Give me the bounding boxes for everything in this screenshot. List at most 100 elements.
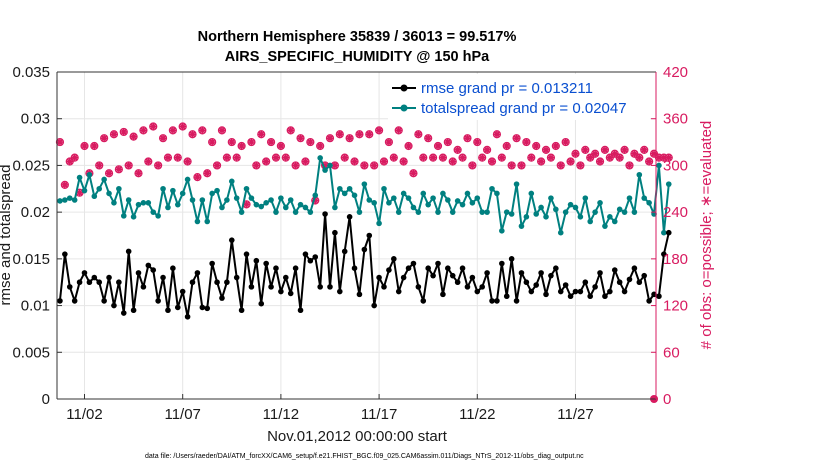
rmse-point	[278, 288, 284, 295]
rmse-point	[459, 265, 466, 272]
obs-evaluated-stroke	[351, 158, 358, 165]
obs-evaluated-point	[169, 126, 177, 134]
obs-evaluated-point	[193, 173, 202, 181]
spread-point	[179, 190, 186, 197]
obs-evaluated-stroke	[145, 158, 152, 165]
rmse-point	[602, 293, 608, 300]
obs-evaluated-stroke	[208, 138, 216, 146]
spread-point	[543, 214, 549, 220]
obs-evaluated-stroke	[66, 158, 73, 165]
obs-evaluated-stroke	[184, 158, 191, 165]
rmse-point	[125, 248, 132, 255]
rmse-point	[474, 288, 481, 295]
spread-point	[189, 197, 196, 203]
rmse-point	[646, 298, 652, 304]
obs-evaluated-point	[581, 146, 589, 154]
obs-evaluated-point	[262, 157, 270, 166]
y-right-tick-label: 120	[663, 298, 688, 315]
obs-evaluated-stroke	[523, 138, 530, 146]
obs-evaluated-point	[218, 126, 226, 134]
obs-evaluated-stroke	[557, 162, 564, 169]
obs-evaluated-stroke	[150, 123, 157, 130]
rmse-point	[395, 288, 402, 295]
rmse-point	[430, 272, 436, 279]
obs-evaluated-stroke	[199, 127, 206, 134]
obs-evaluated-stroke	[91, 142, 98, 150]
obs-evaluated-stroke	[503, 142, 510, 150]
rmse-point	[435, 260, 441, 267]
rmse-point	[464, 284, 471, 290]
spread-point	[116, 185, 122, 192]
obs-evaluated-point	[80, 142, 89, 150]
y-left-tick-label: 0.025	[12, 157, 50, 174]
rmse-point	[189, 279, 196, 286]
rmse-point	[543, 291, 549, 298]
obs-evaluated-point	[105, 169, 113, 177]
y-left-tick-label: 0.005	[12, 344, 50, 361]
spread-point	[106, 190, 112, 197]
obs-evaluated-stroke	[660, 154, 668, 161]
spread-point	[499, 228, 505, 234]
obs-evaluated-point	[208, 138, 216, 146]
rmse-point	[292, 265, 299, 272]
spread-point	[341, 190, 348, 197]
rmse-point	[209, 260, 215, 267]
obs-evaluated-point	[139, 126, 148, 134]
spread-point	[631, 209, 638, 215]
obs-evaluated-point	[129, 133, 138, 141]
rmse-point	[499, 260, 505, 267]
rmse-point	[312, 254, 319, 260]
obs-evaluated-stroke	[645, 158, 653, 165]
spread-point	[376, 220, 382, 227]
rmse-point	[228, 237, 235, 243]
obs-evaluated-point	[645, 157, 653, 166]
obs-evaluated-point	[542, 146, 550, 154]
y-right-tick-label: 360	[663, 111, 688, 128]
spread-point	[194, 218, 201, 225]
spread-point	[248, 195, 255, 201]
spread-point	[155, 213, 161, 219]
rmse-point	[174, 304, 181, 311]
rmse-point	[184, 313, 191, 320]
spread-point	[268, 197, 274, 203]
obs-evaluated-stroke	[81, 142, 88, 150]
obs-evaluated-point	[115, 165, 123, 173]
obs-evaluated-point	[557, 161, 565, 170]
obs-evaluated-point	[463, 134, 472, 142]
spread-point	[125, 197, 132, 203]
legend-box	[388, 74, 650, 120]
obs-evaluated-point	[404, 142, 413, 150]
rmse-point	[587, 293, 594, 300]
obs-evaluated-stroke	[655, 154, 663, 161]
rmse-point	[479, 284, 485, 290]
obs-evaluated-point	[247, 138, 256, 146]
y-right-tick-label: 180	[663, 251, 688, 268]
rmse-point	[273, 265, 279, 272]
obs-evaluated-stroke	[307, 138, 314, 146]
obs-evaluated-stroke	[582, 146, 589, 154]
spread-point	[656, 162, 662, 169]
obs-evaluated-point	[277, 142, 285, 150]
obs-evaluated-stroke	[164, 154, 172, 161]
spread-point	[71, 197, 78, 203]
obs-evaluated-point	[296, 134, 305, 142]
obs-evaluated-point	[478, 154, 486, 162]
obs-evaluated-stroke	[228, 138, 235, 146]
spread-point	[454, 198, 461, 204]
rmse-point	[194, 270, 201, 276]
obs-evaluated-stroke	[528, 154, 535, 161]
spread-point	[518, 223, 525, 229]
spread-point	[174, 201, 181, 208]
obs-evaluated-point	[346, 134, 354, 142]
obs-evaluated-stroke	[596, 158, 604, 165]
rmse-point	[233, 274, 240, 281]
spread-point	[140, 200, 147, 206]
spread-point	[602, 223, 608, 229]
obs-evaluated-stroke	[577, 162, 584, 169]
obs-evaluated-stroke	[434, 142, 442, 150]
obs-evaluated-point	[292, 161, 300, 170]
obs-evaluated-point	[355, 130, 364, 138]
obs-evaluated-stroke	[317, 142, 324, 150]
spread-point	[425, 201, 431, 208]
